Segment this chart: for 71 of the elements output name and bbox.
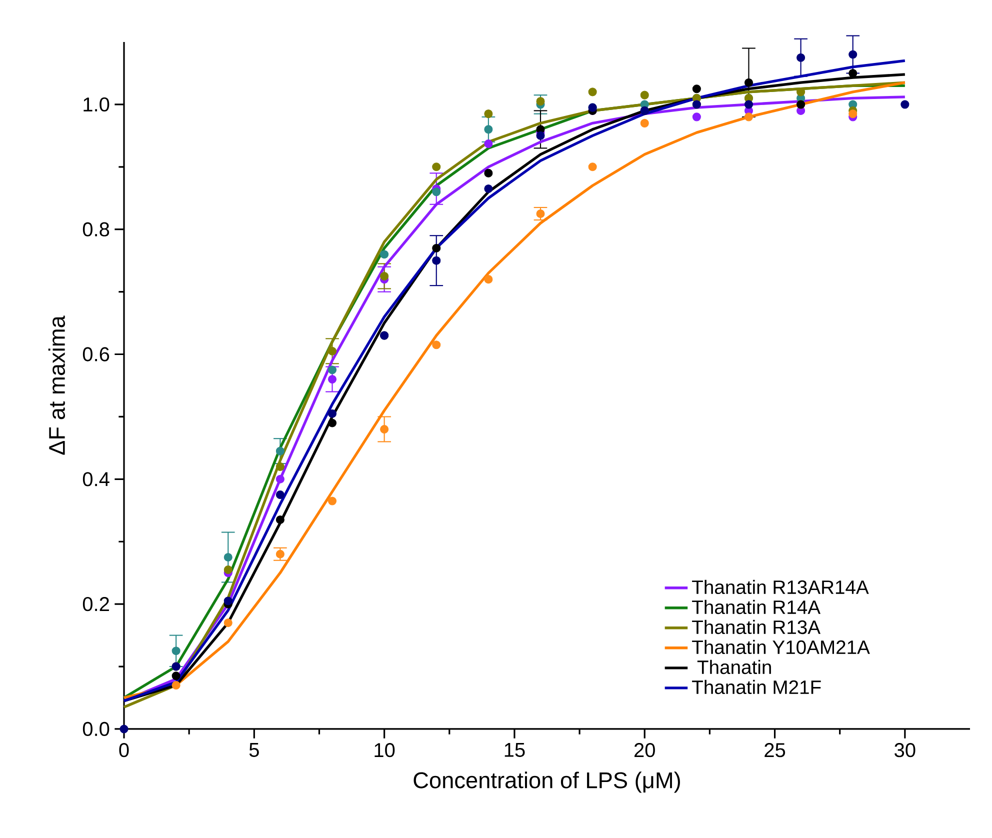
y-axis-title: ΔF at maxima	[48, 316, 66, 455]
legend-label: Thanatin R14A	[692, 600, 820, 614]
legend-label: Thanatin R13AR14A	[692, 580, 869, 594]
point	[432, 188, 441, 196]
y-tick-label: 0.8	[82, 222, 110, 236]
point	[432, 340, 441, 350]
x-tick-label: 25	[764, 743, 786, 758]
point	[328, 366, 337, 374]
y-tick-label: 0.2	[82, 596, 109, 612]
point	[900, 100, 910, 109]
point	[640, 118, 649, 128]
legend-label: Thanatin R13A	[692, 620, 820, 634]
point	[328, 409, 337, 418]
point	[328, 346, 337, 356]
x-tick-label: 30	[894, 743, 916, 758]
point	[432, 256, 441, 265]
point	[380, 272, 389, 280]
y-tick-label: 0.6	[82, 347, 110, 362]
point	[848, 68, 858, 78]
point	[432, 162, 441, 172]
point	[484, 184, 493, 194]
point	[328, 374, 337, 384]
point	[328, 496, 337, 506]
point	[692, 84, 701, 94]
point	[276, 515, 284, 524]
point	[744, 112, 754, 122]
point	[744, 100, 754, 109]
y-tick-label: 0.4	[82, 472, 110, 486]
legend-label: Thanatin M21F	[692, 680, 821, 694]
point	[744, 78, 754, 87]
point	[224, 618, 232, 628]
point	[432, 244, 441, 252]
point	[484, 275, 493, 284]
point	[692, 112, 701, 122]
point	[536, 209, 545, 218]
point	[276, 474, 284, 484]
legend-label: Thanatin	[697, 660, 771, 674]
point	[380, 424, 389, 434]
point	[796, 53, 806, 62]
x-tick-label: 10	[374, 743, 395, 758]
point	[380, 250, 389, 259]
point	[276, 550, 284, 558]
point	[172, 646, 180, 656]
point	[588, 88, 597, 96]
point	[588, 162, 597, 172]
y-tick-label: 1.0	[84, 97, 110, 112]
point	[276, 446, 284, 456]
point	[224, 596, 232, 606]
x-tick-label: 5	[249, 743, 259, 757]
point	[484, 168, 493, 178]
point	[848, 110, 858, 118]
point	[328, 418, 337, 428]
point	[848, 50, 858, 59]
x-tick-label: 15	[504, 743, 525, 757]
point	[172, 672, 180, 680]
x-tick-label: 0	[119, 743, 129, 758]
point	[640, 90, 649, 100]
point	[120, 724, 128, 734]
point	[536, 131, 545, 140]
point	[484, 125, 493, 134]
point	[276, 462, 284, 471]
point	[484, 110, 493, 118]
point	[484, 140, 493, 148]
point	[172, 681, 180, 690]
point	[224, 552, 232, 562]
y-tick-label: 0.0	[82, 722, 110, 736]
x-axis-title: Concentration of LPS (μM)	[414, 772, 680, 793]
legend-label: Thanatin Y10AM21A	[692, 640, 870, 654]
point	[276, 490, 284, 500]
x-tick-label: 20	[634, 743, 655, 758]
point	[224, 565, 232, 574]
